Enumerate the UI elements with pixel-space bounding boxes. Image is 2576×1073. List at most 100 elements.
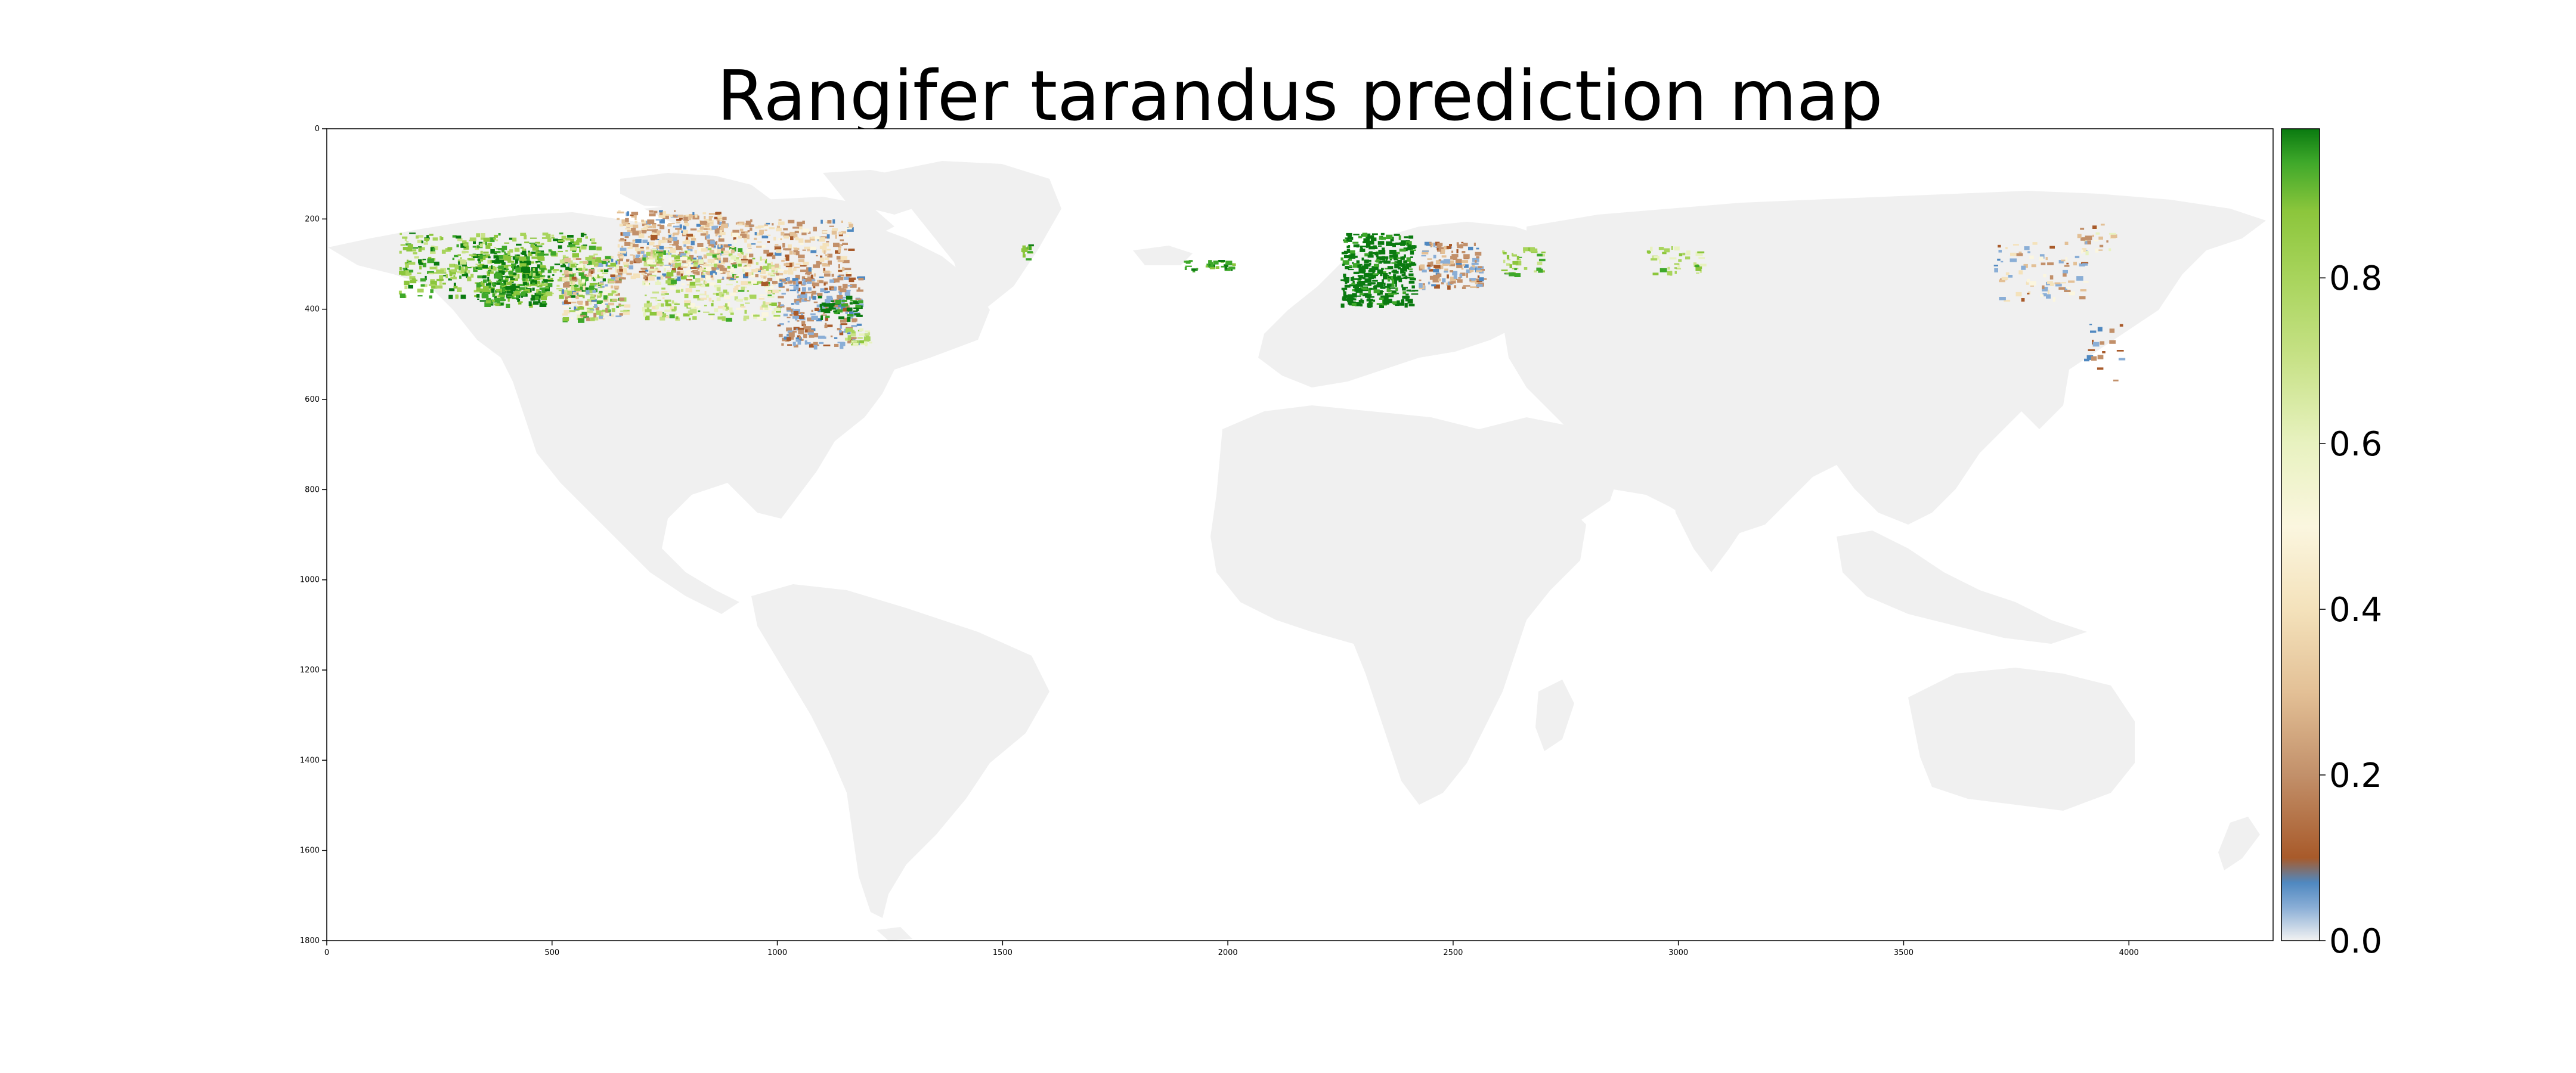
prediction-cell (691, 265, 697, 269)
prediction-cell (599, 318, 605, 320)
prediction-cell (603, 269, 609, 272)
prediction-cell (439, 235, 442, 241)
prediction-cell (822, 231, 828, 233)
prediction-cell (2021, 298, 2025, 302)
prediction-cell (704, 291, 707, 296)
prediction-cell (611, 308, 615, 312)
prediction-cell (853, 301, 859, 305)
prediction-cell (2106, 240, 2109, 243)
prediction-cell (1377, 261, 1385, 263)
prediction-cell (797, 289, 799, 294)
prediction-cell (552, 269, 559, 271)
prediction-cell (849, 337, 856, 340)
prediction-cell (685, 271, 690, 275)
prediction-cell (623, 224, 627, 226)
prediction-cell (1667, 271, 1673, 275)
prediction-cell (597, 295, 602, 299)
prediction-cell (831, 230, 837, 235)
prediction-cell (732, 232, 739, 238)
prediction-cell (564, 258, 571, 263)
prediction-cell (626, 259, 630, 261)
prediction-cell (617, 211, 624, 213)
prediction-cell (714, 284, 721, 288)
prediction-cell (824, 287, 828, 290)
prediction-cell (778, 219, 782, 221)
prediction-cell (611, 290, 617, 293)
prediction-cell (569, 310, 576, 312)
prediction-cell (1382, 271, 1386, 274)
prediction-cell (541, 280, 544, 284)
prediction-cell (677, 270, 684, 274)
prediction-cell (2055, 283, 2062, 287)
prediction-cell (607, 268, 612, 269)
prediction-cell (1389, 256, 1397, 258)
prediction-cell (683, 230, 688, 235)
prediction-cell (2012, 244, 2019, 246)
prediction-cell (540, 265, 546, 269)
prediction-cell (530, 237, 537, 239)
prediction-cell (1388, 292, 1394, 296)
prediction-cell (599, 290, 603, 293)
prediction-cell (816, 318, 822, 322)
prediction-cell (485, 245, 491, 249)
prediction-cell (428, 256, 432, 259)
prediction-cell (1350, 277, 1354, 281)
prediction-cell (501, 276, 506, 278)
prediction-cell (1373, 263, 1379, 267)
prediction-cell (534, 275, 540, 281)
prediction-cell (717, 265, 724, 269)
prediction-cell (664, 265, 672, 266)
prediction-cell (498, 255, 505, 259)
prediction-cell (810, 237, 816, 239)
prediction-cell (700, 277, 704, 281)
prediction-cell (405, 267, 408, 272)
prediction-cell (1353, 271, 1360, 274)
prediction-cell (699, 247, 706, 249)
prediction-cell (479, 255, 486, 256)
prediction-cell (821, 314, 827, 316)
prediction-cell (527, 266, 530, 270)
prediction-cell (794, 266, 800, 268)
prediction-cell (666, 272, 674, 277)
prediction-cell (2047, 262, 2054, 265)
prediction-cell (761, 312, 769, 317)
prediction-cell (680, 253, 686, 256)
prediction-cell (557, 278, 565, 282)
prediction-cell (1509, 264, 1512, 268)
prediction-cell (645, 315, 650, 321)
prediction-cell (1381, 268, 1384, 270)
prediction-cell (1401, 268, 1407, 272)
prediction-cell (668, 252, 671, 256)
prediction-cell (595, 263, 599, 266)
prediction-cell (1409, 277, 1414, 278)
prediction-cell (787, 277, 790, 281)
prediction-cell (844, 248, 848, 250)
prediction-cell (599, 315, 603, 319)
prediction-cell (520, 293, 526, 296)
prediction-cell (696, 224, 701, 227)
prediction-cell (795, 251, 800, 256)
land-layer (328, 161, 2266, 941)
prediction-cell (587, 308, 594, 310)
prediction-cell (409, 269, 414, 273)
prediction-cell (747, 290, 750, 292)
prediction-cell (573, 241, 580, 246)
prediction-cell (1428, 262, 1431, 267)
prediction-cell (2113, 379, 2119, 382)
prediction-cell (2092, 357, 2096, 359)
prediction-cell (668, 258, 672, 263)
prediction-cell (1463, 263, 1466, 266)
prediction-cell (1382, 256, 1389, 259)
prediction-cell (591, 299, 597, 302)
prediction-cell (559, 294, 564, 299)
prediction-cell (670, 260, 677, 264)
prediction-cell (671, 302, 678, 305)
prediction-cell (661, 291, 668, 293)
prediction-cell (2086, 355, 2094, 360)
prediction-cell (599, 274, 603, 277)
prediction-cell (1444, 268, 1448, 272)
prediction-cell (587, 290, 593, 293)
prediction-cell (728, 253, 733, 257)
prediction-cell (2100, 341, 2105, 345)
prediction-cell (509, 237, 513, 240)
